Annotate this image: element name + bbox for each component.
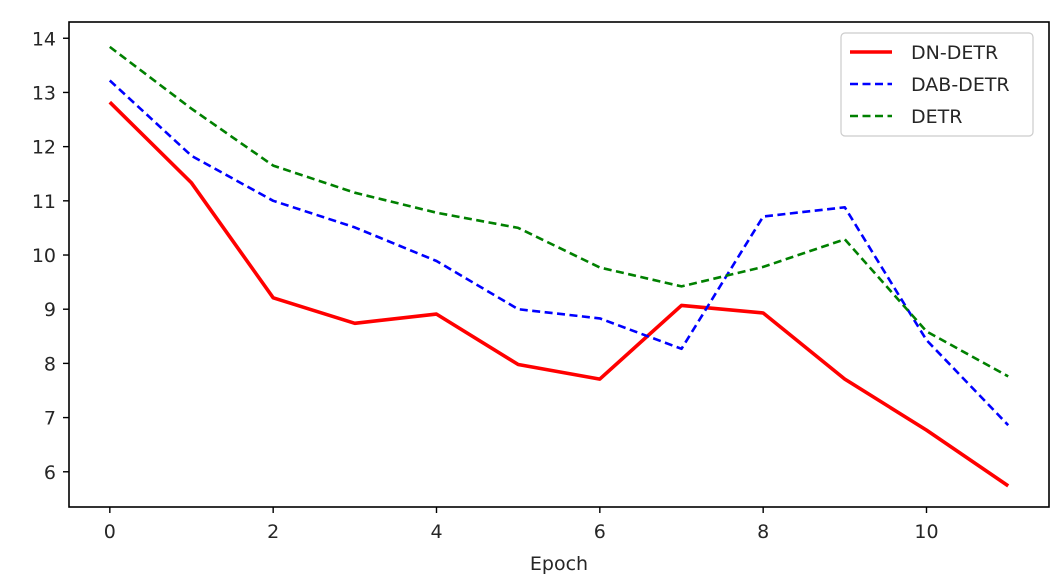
x-tick-label: 4 (430, 521, 442, 543)
series-line-dn-detr (108, 100, 1010, 488)
x-axis-title: Epoch (530, 553, 588, 575)
legend-label: DN-DETR (911, 42, 998, 64)
x-tick-label: 8 (757, 521, 769, 543)
series-line-detr (109, 45, 1009, 378)
x-tick-label: 2 (267, 521, 279, 543)
y-axis: 6 7 8 9 10 11 12 13 14 (32, 28, 69, 484)
x-tick-label: 0 (104, 521, 116, 543)
y-tick-label: 14 (32, 28, 56, 50)
legend-label: DETR (911, 106, 962, 128)
y-tick-label: 8 (44, 353, 56, 375)
y-tick-label: 9 (44, 299, 56, 321)
legend-box (840, 32, 1034, 137)
legend-label: DAB-DETR (911, 74, 1010, 96)
x-tick-label: 6 (594, 521, 606, 543)
y-tick-label: 11 (32, 191, 56, 213)
y-tick-label: 10 (32, 245, 56, 267)
axes-frame (68, 21, 1050, 508)
y-tick-label: 12 (32, 137, 56, 159)
plot-area (108, 45, 1010, 488)
legend: DN-DETR DAB-DETR DETR (840, 32, 1034, 137)
y-tick-label: 6 (44, 462, 56, 484)
y-tick-label: 7 (44, 408, 56, 430)
x-tick-label: 10 (914, 521, 938, 543)
y-tick-label: 13 (32, 82, 56, 104)
x-axis: 0 2 4 6 8 10 (104, 507, 939, 543)
series-line-dab-detr (108, 79, 1010, 427)
